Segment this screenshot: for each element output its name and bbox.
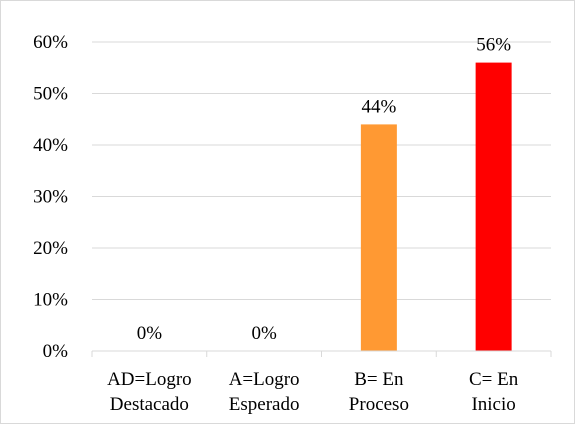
y-axis-ticks: 0% 10% 20% 30% 40% 50% 60% — [33, 32, 68, 362]
data-label: 56% — [476, 35, 511, 56]
gridlines — [92, 41, 551, 300]
x-axis — [91, 350, 552, 357]
x-category-label: AD=Logro Destacado — [107, 369, 192, 415]
x-category-label: C= En Inicio — [469, 369, 519, 415]
y-tick-label: 20% — [33, 238, 68, 259]
bar — [360, 124, 397, 352]
x-axis-categories: AD=Logro Destacado A=Logro Esperado B= En Pro… — [107, 369, 519, 415]
data-labels: 0% 0% 44% 56% — [137, 35, 512, 344]
data-label: 0% — [251, 323, 277, 344]
y-tick-label: 60% — [33, 32, 68, 53]
data-label: 0% — [137, 323, 163, 344]
bars — [360, 62, 512, 352]
y-tick-label: 40% — [33, 135, 68, 156]
bar — [475, 62, 512, 351]
y-tick-label: 10% — [33, 290, 68, 311]
data-label: 44% — [361, 96, 396, 117]
y-tick-label: 0% — [43, 341, 69, 362]
y-tick-label: 30% — [33, 187, 68, 208]
y-tick-label: 50% — [33, 84, 68, 105]
x-category-label: A=Logro Esperado — [229, 369, 300, 415]
x-category-label: B= En Proceso — [349, 369, 409, 415]
